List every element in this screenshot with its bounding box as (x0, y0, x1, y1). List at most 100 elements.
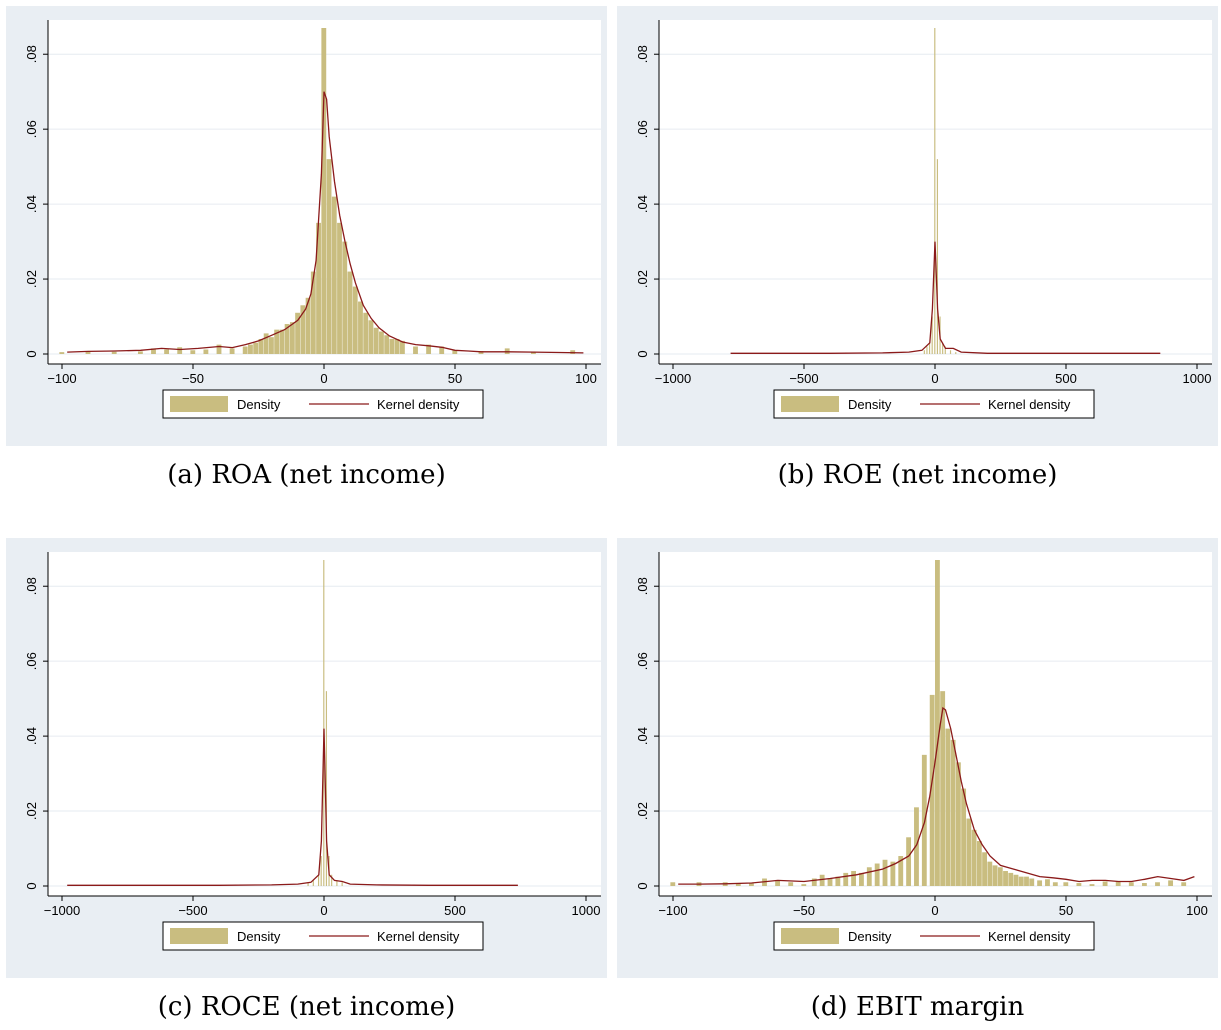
y-tick-label: 0 (24, 350, 39, 357)
histogram-bar (866, 867, 872, 886)
x-tick-label: 0 (320, 903, 327, 918)
histogram-bar (310, 271, 316, 354)
histogram-bar (331, 874, 333, 886)
histogram-bar (203, 349, 209, 354)
y-tick-label: .06 (24, 652, 39, 670)
histogram-bar (987, 861, 993, 886)
histogram-bar (971, 829, 977, 886)
histogram-bar (363, 312, 369, 354)
y-tick-label: .02 (635, 802, 650, 820)
chart-panel-b: 0 .02 .04 .06 .08 −1000 −500 0 500 1000 Density Ker… (617, 6, 1218, 446)
y-tick-label: .08 (24, 577, 39, 595)
histogram-bar (1013, 874, 1019, 886)
y-tick-label: .04 (24, 727, 39, 745)
histogram-bar (926, 346, 928, 354)
x-tick-label: 0 (931, 903, 938, 918)
histogram-bar (284, 324, 290, 354)
histogram-bar (955, 762, 961, 886)
histogram-bar (379, 331, 384, 354)
histogram-bar (341, 882, 343, 886)
histogram-bar (111, 351, 117, 354)
x-tick-label: −1000 (655, 371, 692, 386)
histogram-bar (898, 856, 904, 886)
histogram-bar (843, 872, 849, 886)
y-tick-label: .06 (635, 652, 650, 670)
kernel-density-line (678, 706, 1195, 885)
histogram-bar (1181, 882, 1187, 886)
y-tick-label: 0 (635, 350, 650, 357)
x-tick-label: 50 (1059, 903, 1073, 918)
y-tick-label: 0 (24, 882, 39, 889)
chart-svg-b: 0 .02 .04 .06 .08 −1000 −500 0 500 1000 Density Ker… (635, 20, 1212, 419)
histogram-bar (890, 861, 896, 886)
histogram-bar (906, 837, 912, 886)
x-tick-label: −500 (789, 371, 818, 386)
histogram-bar (326, 159, 332, 354)
legend-label-density: Density (848, 929, 892, 944)
histogram-bar (827, 878, 833, 886)
y-tick-label: .08 (24, 45, 39, 63)
histogram-bar (929, 694, 935, 886)
x-tick-label: −1000 (44, 903, 81, 918)
chart-svg-c: 0 .02 .04 .06 .08 −1000 −500 0 500 1000 Density Ker… (24, 552, 601, 951)
chart-svg-d: 0 .02 .04 .06 .08 −100 −50 0 50 100 Density Kernel … (635, 552, 1212, 951)
histogram-bar (164, 349, 170, 354)
histogram-bar (323, 560, 325, 886)
histogram-bar (982, 852, 987, 886)
legend-label-kde: Kernel density (988, 397, 1071, 412)
x-tick-label: 1000 (1183, 371, 1212, 386)
histogram-bar (819, 874, 825, 886)
histogram-bar (874, 863, 880, 886)
histogram-bar (373, 327, 379, 354)
histogram-bar (305, 297, 311, 354)
x-tick-label: 500 (1055, 371, 1077, 386)
histogram-bar (177, 347, 183, 354)
histogram-bar (389, 339, 395, 354)
histogram-bar (748, 883, 754, 886)
y-tick-label: .02 (635, 270, 650, 288)
x-tick-label: 500 (444, 903, 466, 918)
y-tick-label: .04 (24, 195, 39, 213)
histogram-bar (248, 344, 253, 354)
histogram-bar (950, 739, 956, 886)
histogram-bar (1008, 872, 1014, 886)
kernel-density-line (67, 728, 518, 886)
histogram-bar (914, 807, 919, 886)
y-tick-label: .08 (635, 45, 650, 63)
legend-label-kde: Kernel density (377, 929, 460, 944)
histogram-bar (336, 880, 338, 886)
histogram-bar (279, 329, 285, 354)
histogram-bar (1037, 880, 1043, 886)
histogram-bar (352, 286, 358, 354)
histogram-bar (949, 350, 952, 354)
histogram-bar (1128, 882, 1134, 886)
histogram-bar (976, 841, 982, 886)
legend-label-kde: Kernel density (988, 929, 1071, 944)
chart-svg-a: 0 .02 .04 .06 .08 −100 −50 0 50 100 Density Kernel … (24, 20, 601, 419)
histogram-bar (1102, 881, 1108, 886)
caption-b: (b) ROE (net income) (777, 460, 1058, 490)
histogram-bar (835, 876, 841, 886)
caption-d: (d) EBIT margin (810, 992, 1025, 1022)
x-tick-label: −100 (47, 371, 76, 386)
histogram-bar (928, 342, 931, 354)
histogram-bar (735, 883, 741, 886)
x-tick-label: −50 (793, 903, 815, 918)
x-tick-label: 0 (320, 371, 327, 386)
histogram-bar (394, 339, 400, 354)
legend-swatch-density (170, 396, 228, 412)
histogram-bar (321, 28, 327, 354)
histogram-bar (300, 305, 306, 354)
histogram-bar (331, 196, 337, 354)
histogram-bar (935, 560, 940, 886)
histogram-bar (59, 352, 65, 354)
histogram-bar (859, 872, 864, 886)
histogram-bar (368, 320, 374, 354)
histogram-bar (775, 880, 781, 886)
histogram-bar (452, 350, 458, 354)
histogram-bar (934, 28, 936, 354)
histogram-bar (1115, 881, 1121, 886)
legend-swatch-density (781, 396, 839, 412)
histogram-bar (811, 878, 817, 886)
histogram-bar (882, 859, 888, 886)
